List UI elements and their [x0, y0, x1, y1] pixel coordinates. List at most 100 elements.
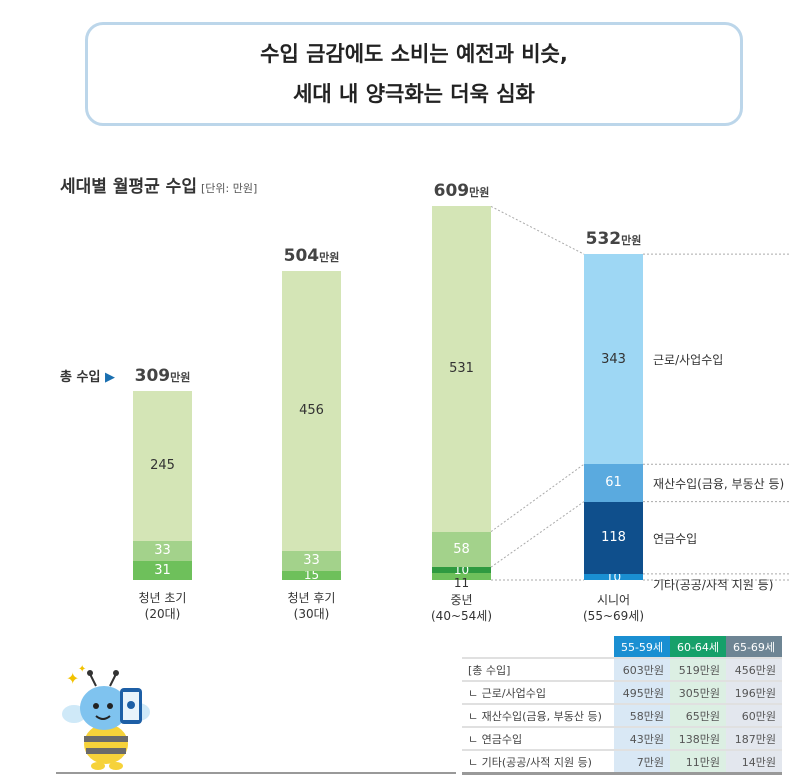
table-cell: 305만원 [670, 681, 726, 705]
segment-value-label: 33 [154, 543, 171, 559]
table-cell: 43만원 [614, 727, 670, 751]
segment-value-label: 456 [299, 403, 324, 419]
table-row: ㄴ 재산수입(금융, 부동산 등) 58만원 65만원 60만원 [462, 704, 782, 728]
total-value: 504 [283, 246, 320, 267]
unit-note: [단위: 만원] [200, 182, 258, 195]
bar-total-label: 504만원 [252, 246, 372, 266]
table-row: [총 수입] 603만원 519만원 456만원 [462, 658, 782, 682]
svg-text:✦: ✦ [66, 669, 79, 688]
segment-value-label: 118 [601, 530, 626, 546]
bar-segment: 31 [133, 561, 192, 580]
total-income-label: 총 수입 ▶ [60, 366, 115, 385]
table-cell: 65만원 [670, 704, 726, 728]
row-label: [총 수입] [462, 658, 614, 682]
bar-total-label: 609만원 [402, 181, 522, 201]
category-name: 청년 후기 [287, 591, 336, 605]
total-value: 609 [433, 181, 470, 202]
table-cell: 519만원 [670, 658, 726, 682]
x-axis-label: 청년 초기 (20대) [103, 590, 223, 622]
table-cell: 60만원 [726, 704, 782, 728]
row-label: ㄴ 연금수입 [462, 727, 614, 751]
category-sub: (40~54세) [431, 609, 492, 623]
total-value: 532 [585, 229, 622, 250]
headline-line2: 세대 내 양극화는 더욱 심화 [293, 82, 535, 106]
bar-segment: 245 [133, 390, 192, 541]
bar-segment: 531 [432, 206, 491, 532]
bar-segment: 10 [584, 571, 643, 583]
category-name: 시니어 [596, 593, 631, 607]
segment-value-label: 33 [303, 553, 320, 569]
bar-segment: 11 [432, 573, 491, 590]
segment-value-label: 10 [453, 563, 470, 578]
table-cell: 456만원 [726, 658, 782, 682]
legend-label: 연금수입 [653, 531, 698, 546]
bar-total-label: 532만원 [554, 229, 674, 249]
table-cell: 7만원 [614, 750, 670, 775]
table-cell: 495만원 [614, 681, 670, 705]
table-row: ㄴ 기타(공공/사적 지원 등) 7만원 11만원 14만원 [462, 750, 782, 775]
chart-title-text: 세대별 월평균 수입 [60, 177, 197, 197]
total-value: 309 [134, 365, 171, 386]
headline-line1: 수입 금감에도 소비는 예전과 비슷, [260, 42, 568, 66]
segment-value-label: 343 [601, 351, 626, 367]
guide-line [490, 501, 585, 568]
segment-value-label: 61 [605, 475, 622, 491]
category-name: 중년 [450, 593, 473, 607]
header-65-69: 65-69세 [726, 636, 782, 659]
category-name: 청년 초기 [138, 591, 187, 605]
legend-label: 기타(공공/사적 지원 등) [653, 578, 774, 592]
bar-segment: 343 [584, 254, 643, 465]
bar-segment: 10 [432, 563, 491, 578]
row-label: ㄴ 재산수입(금융, 부동산 등) [462, 704, 614, 728]
row-label: ㄴ 근로/사업수입 [462, 681, 614, 705]
bar-segment: 61 [584, 464, 643, 502]
table-cell: 58만원 [614, 704, 670, 728]
total-unit: 만원 [319, 251, 340, 265]
table-row: ㄴ 근로/사업수입 495만원 305만원 196만원 [462, 681, 782, 705]
bar-segment: 58 [432, 531, 491, 568]
x-axis-label: 청년 후기 (30대) [252, 590, 372, 622]
table-cell: 196만원 [726, 681, 782, 705]
legend-label: 근로/사업수입 [653, 353, 724, 368]
segment-value-label: 31 [154, 562, 171, 578]
category-sub: (30대) [293, 607, 330, 621]
bar-segment: 456 [282, 271, 341, 551]
table-cell: 603만원 [614, 658, 670, 682]
bar-segment: 118 [584, 501, 643, 574]
total-unit: 만원 [469, 186, 490, 200]
segment-value-label: 11 [453, 576, 470, 591]
guide-line [490, 205, 585, 255]
bar-segment: 33 [282, 550, 341, 571]
category-sub: (55~69세) [583, 609, 644, 623]
segment-value-label: 58 [453, 541, 470, 557]
table-cell: 14만원 [726, 750, 782, 775]
bar-segment: 15 [282, 568, 341, 583]
bottom-divider [56, 772, 456, 774]
total-unit: 만원 [170, 370, 191, 384]
bee-mascot-icon: ✦ ✦ [62, 664, 150, 770]
table-cell: 138만원 [670, 727, 726, 751]
svg-text:✦: ✦ [78, 664, 86, 675]
triangle-right-icon: ▶ [104, 370, 115, 385]
total-unit: 만원 [621, 234, 642, 248]
chart-title: 세대별 월평균 수입 [단위: 만원] [60, 172, 257, 197]
segment-value-label: 15 [303, 568, 320, 583]
table-row: ㄴ 연금수입 43만원 138만원 187만원 [462, 727, 782, 751]
row-label: ㄴ 기타(공공/사적 지원 등) [462, 750, 614, 775]
segment-value-label: 531 [449, 361, 474, 377]
bar-segment: 33 [133, 540, 192, 561]
guide-line [490, 463, 585, 533]
x-axis-label: 시니어 (55~69세) [554, 592, 674, 624]
table-cell: 11만원 [670, 750, 726, 775]
x-axis-label: 중년 (40~54세) [402, 592, 522, 624]
total-label-text: 총 수입 [60, 370, 101, 385]
header-60-64: 60-64세 [670, 636, 726, 659]
headline-box: 수입 금감에도 소비는 예전과 비슷, 세대 내 양극화는 더욱 심화 [85, 22, 743, 126]
segment-value-label: 245 [150, 458, 175, 474]
senior-income-table: 55-59세 60-64세 65-69세 [총 수입] 603만원 519만원 456… [462, 636, 782, 775]
header-55-59: 55-59세 [614, 636, 670, 659]
table-cell: 187만원 [726, 727, 782, 751]
bar-total-label: 309만원 [103, 366, 223, 386]
category-sub: (20대) [144, 607, 181, 621]
